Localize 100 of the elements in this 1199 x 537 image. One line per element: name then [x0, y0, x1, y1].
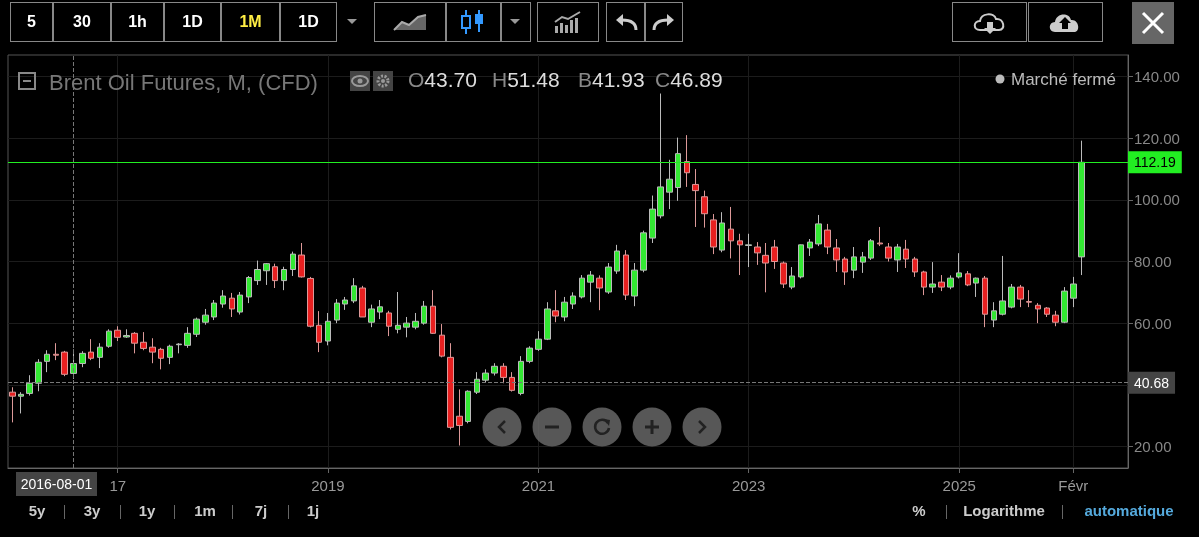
candlestick: [88, 338, 94, 361]
candlestick: [491, 362, 498, 377]
candlestick: [1044, 306, 1050, 318]
candlestick: [737, 233, 743, 276]
text: 5: [10, 2, 53, 42]
candlestick: [605, 262, 612, 295]
candlestick: [237, 291, 243, 316]
candlestick: [956, 252, 962, 279]
candlestick: [1070, 276, 1077, 308]
candlestick: [184, 326, 191, 349]
annotation: B41.93: [578, 68, 645, 92]
candlestick: [465, 389, 471, 424]
candlestick: [745, 233, 752, 268]
candlestick: [359, 285, 366, 318]
candlestick: [140, 331, 147, 351]
text: 30: [53, 2, 111, 42]
candlestick: [44, 349, 50, 373]
candlestick: [561, 296, 568, 322]
text: %: [912, 502, 926, 519]
text: 1D: [280, 2, 337, 42]
candlestick: [1078, 140, 1085, 276]
candlestick: [79, 350, 86, 368]
candlestick: [587, 270, 594, 303]
text: 7j: [253, 502, 269, 519]
candlestick: [342, 296, 348, 311]
candlestick: [842, 256, 848, 286]
candlestick: [868, 238, 874, 261]
candlestick: [316, 310, 322, 353]
candlestick: [193, 317, 200, 338]
candlestick: [544, 301, 551, 341]
candlestick: [395, 291, 401, 334]
x-tick-label: 2019: [311, 477, 345, 494]
candlestick: [982, 275, 988, 328]
candlestick: [991, 301, 997, 328]
candlestick: [640, 230, 647, 273]
candlestick: [1008, 283, 1015, 309]
candlestick: [412, 312, 419, 330]
candlestick: [229, 292, 235, 318]
annotation: C46.89: [655, 68, 723, 92]
candlestick: [26, 374, 33, 397]
y-tick-label: 60.00: [1134, 314, 1172, 332]
y-tick-label: 120.00: [1134, 129, 1180, 147]
candlestick: [386, 310, 392, 337]
candlestick: [999, 255, 1006, 316]
candlestick: [509, 371, 515, 393]
candlestick: [973, 277, 979, 298]
candlestick: [807, 238, 813, 257]
candlestick: [912, 256, 918, 278]
candlestick: [9, 386, 16, 423]
candlestick: [684, 134, 690, 188]
candlestick: [500, 362, 507, 384]
candlestick: [719, 211, 725, 253]
candlestick: [885, 242, 892, 262]
candlestick: [771, 239, 778, 270]
candlestick: [938, 274, 945, 292]
candlestick: [447, 342, 454, 430]
candlestick: [833, 238, 840, 273]
candlestick: [403, 316, 410, 338]
candlestick: [246, 275, 252, 304]
candlestick: [762, 242, 769, 293]
candlestick: [53, 342, 59, 361]
y-tick-label: 100.00: [1134, 191, 1180, 209]
text: 3y: [82, 502, 102, 519]
candlestick: [131, 331, 138, 354]
ref-line-label: 112.19: [1134, 154, 1176, 171]
candlestick: [675, 137, 681, 202]
candlestick: [623, 249, 629, 301]
x-tick-label: Févr: [1058, 477, 1089, 494]
annotation: Marché fermé: [1011, 70, 1116, 90]
candlestick: [815, 214, 822, 247]
candlestick: [281, 266, 287, 291]
candlestick: [61, 350, 68, 377]
text: 5y: [27, 502, 47, 519]
candlestick: [692, 168, 699, 228]
candlestick: [921, 270, 927, 296]
candlestick: [798, 244, 804, 279]
candlestick: [211, 299, 217, 321]
x-tick-label: 2023: [732, 477, 766, 494]
candlestick: [123, 328, 130, 339]
candlestick: [570, 291, 576, 310]
candlestick: [789, 266, 795, 290]
candlestick: [351, 277, 357, 304]
candlestick: [552, 289, 559, 323]
candlestick: [158, 347, 164, 370]
candlestick: [220, 289, 226, 309]
candlestick: [947, 274, 954, 290]
candlestick: [929, 261, 936, 294]
candlestick: [579, 274, 585, 299]
candlestick: [518, 355, 524, 396]
candlestick: [482, 368, 489, 383]
candlestick: [167, 344, 173, 365]
candlestick: [701, 190, 708, 229]
candlestick: [1026, 289, 1032, 308]
candlestick: [272, 263, 278, 289]
candlestick: [780, 261, 787, 289]
candlestick: [526, 345, 533, 364]
ref-line-label: 40.68: [1134, 374, 1170, 391]
candlestick: [368, 304, 375, 328]
text: 1y: [137, 502, 157, 519]
candlestick: [824, 223, 831, 255]
